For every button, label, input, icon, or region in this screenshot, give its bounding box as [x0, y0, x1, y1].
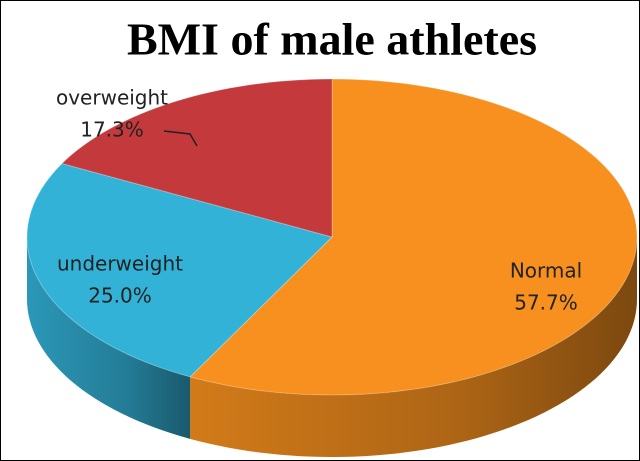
slice: [189, 78, 638, 396]
category-label: Normal: [510, 259, 582, 283]
value-label: 17.3%: [80, 118, 144, 142]
leader-line: [163, 130, 198, 147]
value-label: 57.7%: [514, 291, 578, 315]
side-shade: [190, 237, 638, 457]
category-label: underweight: [57, 252, 183, 276]
side-shade: [27, 237, 191, 439]
category-label: overweight: [56, 86, 168, 110]
chart-title: BMI of male athletes: [127, 14, 537, 65]
labels: Normal 57.7% underweight 25.0% overweight 17.…: [56, 86, 582, 315]
slice: [26, 162, 333, 378]
pie: [26, 78, 638, 457]
slice: [61, 78, 333, 238]
value-label: 25.0%: [88, 284, 152, 308]
